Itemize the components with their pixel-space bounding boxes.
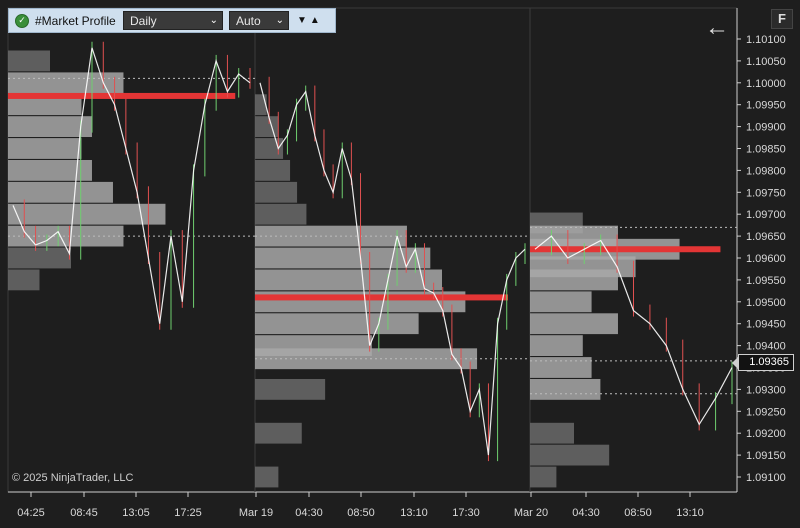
profile-row	[255, 247, 431, 269]
profile-row	[255, 466, 279, 488]
profile-row	[255, 181, 298, 203]
profile-row	[8, 72, 124, 94]
x-tick-label: Mar 20	[514, 507, 548, 519]
triangle-down-icon[interactable]: ▼	[297, 14, 307, 26]
poc-line	[255, 294, 508, 301]
check-circle-icon[interactable]: ✓	[15, 13, 29, 28]
profile-row	[255, 159, 291, 181]
x-tick-label: 08:50	[624, 507, 652, 519]
x-tick-label: 17:25	[174, 507, 202, 519]
price-series	[534, 235, 733, 426]
triangle-up-icon[interactable]: ▲	[309, 14, 320, 26]
y-tick-label: 1.09700	[746, 209, 786, 221]
indicator-title: #Market Profile	[35, 13, 116, 28]
x-tick-label: 04:30	[572, 507, 600, 519]
poc-line	[8, 92, 236, 99]
f-button[interactable]: F	[771, 9, 793, 29]
y-tick-label: 1.09650	[746, 231, 786, 243]
profile-row	[8, 116, 92, 138]
y-tick-label: 1.09550	[746, 275, 786, 287]
profile-row	[530, 378, 601, 400]
y-tick-label: 1.09800	[746, 165, 786, 177]
y-tick-label: 1.09950	[746, 100, 786, 112]
y-tick-label: 1.10050	[746, 56, 786, 68]
y-tick-label: 1.09500	[746, 297, 786, 309]
profile-row	[255, 422, 302, 444]
poc-line	[530, 246, 721, 253]
chevron-down-icon: ⌄	[275, 15, 284, 26]
profile-row	[530, 335, 583, 357]
y-tick-label: 1.10100	[746, 34, 786, 46]
profile-row	[530, 357, 592, 378]
profile-row	[8, 159, 92, 181]
profile-row	[530, 444, 610, 466]
y-tick-label: 1.09100	[746, 472, 786, 484]
profile-row	[255, 116, 279, 138]
period-dropdown[interactable]: Daily ⌄	[123, 11, 223, 30]
price-axis-bg	[737, 0, 800, 528]
profile-row	[255, 138, 284, 159]
current-price-marker: 1.09365	[732, 354, 794, 371]
y-tick-label: 1.09200	[746, 428, 786, 440]
profile-row	[8, 94, 82, 116]
arrow-left-icon[interactable]: ←	[705, 14, 729, 41]
y-tick-label: 1.09450	[746, 319, 786, 331]
y-tick-label: 1.09300	[746, 384, 786, 396]
x-tick-label: 13:10	[400, 507, 428, 519]
y-tick-label: 1.09250	[746, 406, 786, 418]
x-tick-label: 13:05	[122, 507, 150, 519]
y-tick-label: 1.10000	[746, 78, 786, 90]
y-tick-label: 1.09150	[746, 450, 786, 462]
price-series	[12, 47, 251, 324]
profile-row	[255, 378, 326, 400]
profile-row	[8, 138, 82, 159]
copyright-text: © 2025 NinjaTrader, LLC	[12, 472, 134, 484]
period-value: Daily	[130, 13, 157, 28]
profile-row	[530, 466, 557, 488]
profile-row	[8, 203, 166, 225]
profile-row	[255, 269, 442, 291]
x-tick-label: 17:30	[452, 507, 480, 519]
scale-value: Auto	[236, 13, 261, 28]
profile-row	[8, 50, 50, 72]
x-tick-label: 08:45	[70, 507, 98, 519]
indicator-toolbar: ✓ #Market Profile Daily ⌄ Auto ⌄ ▼ ▲	[8, 8, 336, 33]
profile-row	[530, 313, 618, 335]
y-tick-label: 1.09850	[746, 144, 786, 156]
profile-row	[530, 269, 618, 291]
price-series	[259, 82, 526, 456]
x-tick-label: 04:30	[295, 507, 323, 519]
x-tick-label: 13:10	[676, 507, 704, 519]
x-tick-label: 04:25	[17, 507, 45, 519]
y-tick-label: 1.09400	[746, 341, 786, 353]
x-tick-label: Mar 19	[239, 507, 273, 519]
profile-row	[8, 225, 124, 247]
x-tick-label: 08:50	[347, 507, 375, 519]
profile-row	[255, 94, 267, 116]
profile-row	[530, 422, 574, 444]
scale-dropdown[interactable]: Auto ⌄	[229, 11, 289, 30]
profile-row	[255, 313, 419, 335]
profile-row	[255, 203, 307, 225]
y-tick-label: 1.09900	[746, 122, 786, 134]
profile-row	[530, 291, 592, 313]
profile-row	[8, 247, 71, 269]
chevron-down-icon: ⌄	[209, 15, 218, 26]
y-tick-label: 1.09600	[746, 253, 786, 265]
y-tick-label: 1.09750	[746, 187, 786, 199]
profile-row	[8, 269, 40, 291]
profile-row	[8, 181, 113, 203]
